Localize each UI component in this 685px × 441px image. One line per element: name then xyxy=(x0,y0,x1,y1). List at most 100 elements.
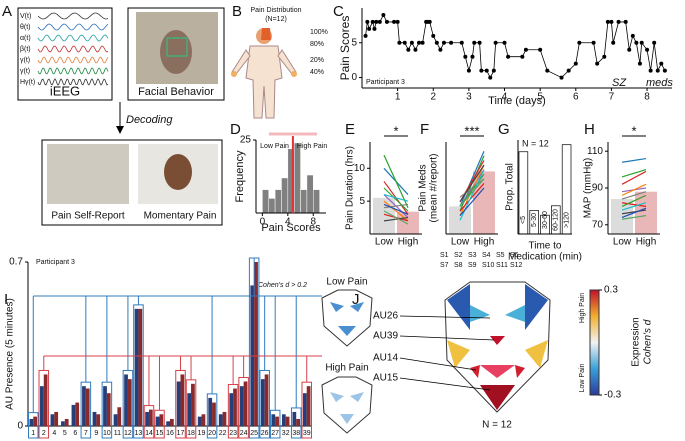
low-face xyxy=(321,289,373,347)
point xyxy=(406,47,411,52)
legend-entry: S9 xyxy=(468,262,477,269)
legend-level: 20% xyxy=(310,57,324,64)
subject-line xyxy=(621,169,647,178)
au-bar xyxy=(43,374,48,426)
colorbar xyxy=(589,289,600,396)
annotation: Participant 3 xyxy=(366,79,405,86)
point xyxy=(605,19,610,24)
au-bar xyxy=(275,416,279,426)
subject-line xyxy=(383,187,409,212)
subject-line xyxy=(383,193,409,202)
au-bar xyxy=(148,409,153,426)
point xyxy=(566,68,571,73)
au-bar xyxy=(218,414,223,426)
chin-region xyxy=(480,385,515,410)
y-tick-label: 70 xyxy=(592,219,604,230)
subject-line xyxy=(383,203,409,209)
x-tick-label: 24 xyxy=(240,430,248,437)
note: Cohen's d > 0.2 xyxy=(258,282,307,289)
hist-bar xyxy=(268,198,276,214)
au-bar xyxy=(127,379,132,426)
au-bar xyxy=(281,414,286,426)
point xyxy=(652,40,657,45)
x-tick-label: 12 xyxy=(124,430,132,437)
point xyxy=(484,68,489,73)
hist-bar xyxy=(300,189,308,214)
x-tick-label: Low xyxy=(451,237,470,248)
cheek-region xyxy=(447,340,548,368)
significance: *** xyxy=(464,123,479,138)
point xyxy=(377,19,382,24)
mean-bar xyxy=(635,191,657,234)
point xyxy=(402,40,407,45)
point xyxy=(367,26,372,31)
box-label: Facial Behavior xyxy=(138,86,214,98)
y-axis-label: AU Presence (5 minutes) xyxy=(5,298,16,410)
point xyxy=(466,68,471,73)
colorbar-tick-label: -0.3 xyxy=(604,390,622,401)
ieeg-box xyxy=(17,7,113,101)
x-tick-label: 8 xyxy=(310,217,316,228)
point xyxy=(520,54,525,59)
panel-label: F xyxy=(420,121,429,138)
au-bar xyxy=(134,308,139,426)
wave xyxy=(37,56,109,64)
y-tick-label: 0 xyxy=(351,72,357,83)
x-tick-label: <5 xyxy=(520,216,527,224)
panel-label: E xyxy=(345,121,355,138)
point xyxy=(472,40,477,45)
y-tick-label: 110 xyxy=(587,146,603,157)
au-bar xyxy=(64,418,69,426)
au-bar xyxy=(92,411,97,426)
point xyxy=(545,68,550,73)
point xyxy=(370,19,375,24)
legend-entry: S10 xyxy=(482,262,495,269)
au-bar xyxy=(85,388,90,426)
x-tick-label: 17 xyxy=(177,430,185,437)
point xyxy=(477,40,482,45)
point xyxy=(634,40,639,45)
x-tick-label: 13 xyxy=(135,430,143,437)
point xyxy=(630,33,635,38)
point xyxy=(449,40,454,45)
au-bar xyxy=(103,386,107,426)
panel-label: D xyxy=(230,121,241,138)
x-tick-label: High xyxy=(474,237,495,248)
n-label: N = 12 xyxy=(482,420,512,431)
point xyxy=(538,47,543,52)
x-tick-label: 18 xyxy=(187,430,195,437)
face xyxy=(160,30,192,74)
au-bar xyxy=(61,421,65,426)
subject-line xyxy=(621,170,647,185)
x-tick-label: 6 xyxy=(73,430,77,437)
output-label: Pain Self-Report xyxy=(51,211,125,222)
au-bar xyxy=(239,386,244,426)
au-bar xyxy=(191,383,195,426)
panel-title: Pain Distribution xyxy=(251,7,302,14)
x-tick-label: 19 xyxy=(198,430,206,437)
wave xyxy=(37,67,109,75)
x-tick-label: >120 xyxy=(563,212,570,228)
y-tick-label: 0.7 xyxy=(9,257,23,268)
x-tick-label: 32 xyxy=(282,430,290,437)
point xyxy=(639,40,644,45)
au-label: AU39 xyxy=(373,331,398,342)
point xyxy=(381,12,386,17)
annotation: N = 12 xyxy=(522,138,549,148)
point xyxy=(611,40,616,45)
subject-line xyxy=(621,202,647,211)
subject-line xyxy=(383,154,409,208)
arrow-label: Decoding xyxy=(126,114,173,126)
au-bar xyxy=(233,388,237,426)
subject-line xyxy=(621,209,647,215)
au-bar xyxy=(138,308,143,426)
au-bar xyxy=(54,411,59,426)
point xyxy=(397,40,402,45)
x-tick-label: 14 xyxy=(145,430,153,437)
subject-line xyxy=(621,202,647,207)
y-axis-label: Prop. Total xyxy=(505,163,516,211)
panel-b-art xyxy=(231,28,297,119)
point xyxy=(573,61,578,66)
legend-level: 80% xyxy=(310,41,324,48)
au-label: AU14 xyxy=(373,353,398,364)
